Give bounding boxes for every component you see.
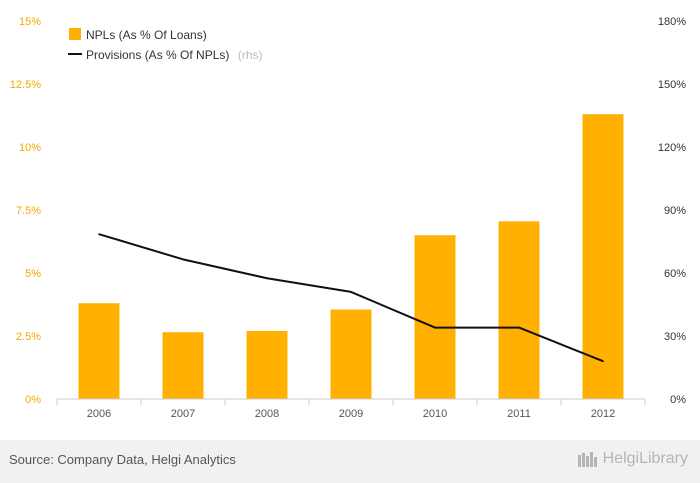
- line-point-provisions: [350, 291, 352, 293]
- line-point-provisions: [434, 326, 436, 329]
- x-tick-label: 2006: [87, 408, 111, 420]
- line-point-provisions: [266, 277, 268, 280]
- x-tick-label: 2010: [423, 408, 447, 420]
- bar-npls: [330, 309, 372, 399]
- y-right-tick-label: 120%: [658, 142, 686, 154]
- footer: Source: Company Data, Helgi Analytics He…: [0, 440, 700, 483]
- x-tick-label: 2012: [591, 408, 615, 420]
- x-tick-label: 2009: [339, 408, 363, 420]
- bar-npls: [582, 114, 624, 400]
- y-right-tick-label: 180%: [658, 16, 686, 28]
- library-logo-icon: [577, 452, 597, 467]
- combo-chart: 2006 2007 2008 2009 2010 2011 2012 0% 2.5% 5% 7.5%…: [10, 16, 686, 420]
- y-right-tick-label: 150%: [658, 79, 686, 91]
- x-tick-label: 2008: [255, 408, 279, 420]
- y-right-tick-label: 0%: [670, 394, 686, 406]
- bar-npls: [162, 332, 204, 399]
- line-point-provisions: [518, 326, 520, 329]
- legend-label-rhs: (rhs): [238, 48, 263, 62]
- x-tick-label: 2011: [507, 408, 531, 420]
- legend-label-provisions: Provisions (As % Of NPLs): [86, 48, 229, 62]
- legend-label-provisions-group: Provisions (As % Of NPLs) (rhs): [86, 46, 263, 63]
- y-left-tick-label: 10%: [19, 142, 41, 154]
- y-right-tick-label: 60%: [664, 268, 686, 280]
- legend-label-npls: NPLs (As % Of Loans): [86, 28, 207, 42]
- line-series: [98, 233, 604, 363]
- bar-series: [78, 114, 624, 400]
- legend-swatch-npls: [69, 28, 81, 40]
- y-left-tick-label: 5%: [25, 268, 41, 280]
- axes: 2006 2007 2008 2009 2010 2011 2012 0% 2.5% 5% 7.5%…: [10, 16, 686, 420]
- legend: NPLs (As % Of Loans) Provisions (As % Of…: [68, 28, 263, 63]
- y-left-tick-label: 0%: [25, 394, 41, 406]
- y-left-tick-label: 7.5%: [16, 205, 41, 217]
- bar-npls: [78, 303, 120, 399]
- bar-npls: [246, 330, 288, 399]
- y-right-tick-label: 90%: [664, 205, 686, 217]
- y-left-tick-label: 12.5%: [10, 79, 41, 91]
- bar-npls: [498, 221, 540, 399]
- line-point-provisions: [602, 360, 604, 363]
- line-point-provisions: [98, 233, 100, 235]
- y-left-tick-label: 2.5%: [16, 331, 41, 343]
- y-right-tick-label: 30%: [664, 331, 686, 343]
- helgi-library-logo: HelgiLibrary: [577, 450, 688, 468]
- y-left-tick-label: 15%: [19, 16, 41, 28]
- source-text: Source: Company Data, Helgi Analytics: [9, 452, 236, 467]
- bar-npls: [414, 235, 456, 399]
- x-tick-label: 2007: [171, 408, 195, 420]
- logo-text: HelgiLibrary: [602, 450, 688, 467]
- line-point-provisions: [182, 258, 184, 261]
